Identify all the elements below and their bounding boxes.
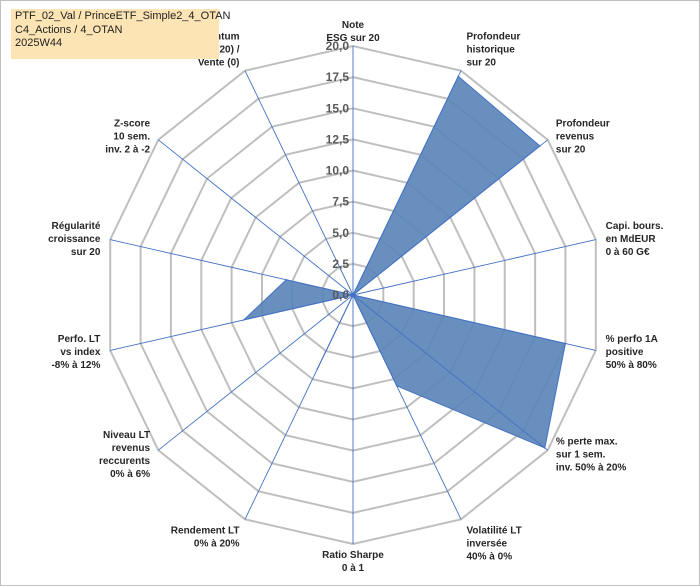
axis-spoke <box>158 139 354 296</box>
axis-label: % perfo 1A positive 50% à 80% <box>606 334 658 371</box>
data-point <box>539 145 541 147</box>
data-point <box>243 319 245 321</box>
axis-spoke <box>352 294 462 520</box>
axis-spoke <box>110 239 354 296</box>
axis-spoke <box>352 70 462 296</box>
axis-label: Capi. bours. en MdEUR 0 à 60 G€ <box>606 221 664 258</box>
radial-tick-label: 15,0 <box>326 101 350 115</box>
data-point <box>396 385 398 387</box>
radial-tick-label: 20,0 <box>326 39 350 53</box>
radial-tick-label: 5,0 <box>332 226 349 240</box>
data-point <box>457 75 460 78</box>
axis-spoke <box>244 70 354 296</box>
axis-label: Ratio Sharpe 0 à 1 <box>322 550 384 574</box>
axis-label: Z-score 10 sem. inv. 2 à -2 <box>105 119 150 156</box>
axis-spoke <box>244 294 354 520</box>
chart-title-line-2: C4_Actions / 4_OTAN <box>15 23 123 36</box>
chart-title-line-1: PTF_02_Val / PrinceETF_Simple2_4_OTAN <box>15 10 231 22</box>
axis-spoke <box>158 294 354 451</box>
axis-spoke <box>110 294 354 351</box>
radial-tick-label: 10,0 <box>326 164 350 178</box>
axis-spoke <box>352 294 596 351</box>
axis-spoke <box>352 139 548 296</box>
axis-label: Perfo. LT vs index -8% à 12% <box>51 334 100 371</box>
chart-title-box: PTF_02_Val / PrinceETF_Simple2_4_OTAN C4… <box>11 9 231 59</box>
axis-label: Régularité croissance sur 20 <box>48 221 101 258</box>
radial-tick-label: 7,5 <box>332 195 349 209</box>
data-point <box>564 342 567 345</box>
axis-label: Profondeur revenus sur 20 <box>556 119 610 156</box>
axis-spoke <box>352 294 548 451</box>
axis-label: Volatilité LT inversée 40% à 0% <box>467 525 522 562</box>
axis-spoke <box>352 239 596 296</box>
data-point <box>544 447 546 449</box>
radial-tick-label: 0,0 <box>332 288 349 302</box>
axis-label: % perte max. sur 1 sem. inv. 50% à 20% <box>556 437 627 474</box>
radial-tick-label: 17,5 <box>326 70 350 84</box>
radial-tick-label: 12,5 <box>326 132 350 146</box>
axis-label: Rendement LT 0% à 20% <box>171 525 240 549</box>
axis-label: Note ESG sur 20 <box>326 20 380 44</box>
axis-label: Niveau LT revenus reccurents 0% à 6% <box>99 430 151 480</box>
chart-title-line-3: 2025W44 <box>15 37 63 49</box>
data-point <box>352 294 354 296</box>
data-point <box>285 279 288 281</box>
data-point <box>316 368 319 370</box>
radial-tick-label: 2,5 <box>332 257 349 271</box>
axis-label: Profondeur historique sur 20 <box>467 32 521 69</box>
